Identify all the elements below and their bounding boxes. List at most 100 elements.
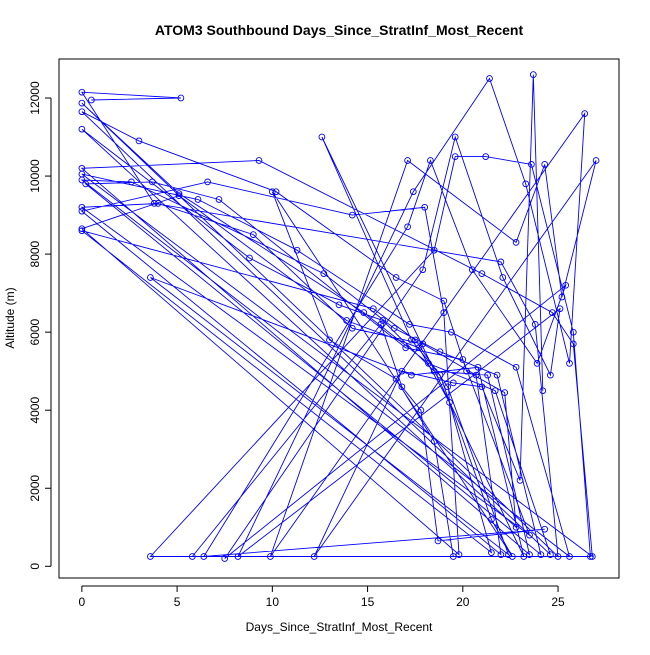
data-point xyxy=(421,203,429,211)
y-tick-label: 8000 xyxy=(28,240,42,267)
data-point xyxy=(267,553,274,560)
data-point xyxy=(415,344,423,352)
data-point xyxy=(200,553,208,560)
data-point xyxy=(343,317,350,324)
data-point xyxy=(430,367,438,375)
data-point xyxy=(398,383,406,391)
data-point xyxy=(293,246,301,254)
data-point xyxy=(486,75,493,82)
data-point xyxy=(505,551,512,558)
data-point xyxy=(175,192,183,199)
data-point xyxy=(558,293,566,301)
data-point xyxy=(531,321,539,328)
data-point xyxy=(448,328,455,336)
data-point xyxy=(392,375,400,383)
data-point xyxy=(204,178,211,186)
data-point xyxy=(234,553,242,560)
data-point xyxy=(449,553,457,560)
data-point xyxy=(78,88,86,96)
data-point xyxy=(360,309,368,316)
data-point xyxy=(547,371,554,379)
data-point xyxy=(588,553,596,560)
data-point xyxy=(478,383,486,391)
data-point xyxy=(78,225,86,233)
data-point xyxy=(512,523,520,531)
data-point xyxy=(526,551,533,558)
data-point xyxy=(377,321,385,328)
data-point xyxy=(188,553,196,560)
data-point xyxy=(335,301,343,309)
data-point xyxy=(484,371,491,379)
y-tick-label: 0 xyxy=(28,563,42,570)
y-tick-label: 6000 xyxy=(28,318,42,345)
series-line xyxy=(80,74,597,559)
data-point xyxy=(449,379,457,387)
data-point xyxy=(177,94,185,102)
data-point xyxy=(78,203,86,211)
data-point xyxy=(436,371,444,379)
data-point xyxy=(175,190,183,197)
data-point xyxy=(541,525,549,533)
data-point xyxy=(150,200,158,207)
data-point xyxy=(459,356,467,363)
data-point xyxy=(390,324,398,332)
data-point xyxy=(566,553,573,560)
data-point xyxy=(320,270,328,277)
data-point xyxy=(529,71,537,78)
data-point xyxy=(499,274,507,281)
data-point xyxy=(451,153,459,160)
data-point xyxy=(501,389,509,396)
data-point xyxy=(154,200,162,207)
data-point xyxy=(78,176,86,184)
data-point xyxy=(446,399,453,406)
y-tick-label: 2000 xyxy=(28,475,42,502)
data-point xyxy=(556,305,564,313)
data-point xyxy=(537,551,545,558)
data-point xyxy=(78,227,86,235)
data-point xyxy=(148,178,156,186)
data-point xyxy=(326,336,333,344)
data-point xyxy=(369,305,377,313)
data-point xyxy=(478,270,486,277)
data-point xyxy=(430,246,438,254)
data-point xyxy=(548,309,556,316)
data-point xyxy=(488,516,495,523)
data-point xyxy=(147,553,154,560)
data-point xyxy=(408,371,415,379)
data-point xyxy=(194,196,202,203)
data-point xyxy=(348,324,356,332)
data-point xyxy=(272,188,280,196)
data-point xyxy=(404,157,411,164)
x-tick-label: 0 xyxy=(79,595,86,609)
data-point xyxy=(427,157,434,164)
data-point xyxy=(474,363,482,371)
data-point xyxy=(434,537,442,545)
data-point xyxy=(318,133,326,141)
data-point xyxy=(379,317,387,324)
data-point xyxy=(215,196,223,203)
data-point xyxy=(541,161,549,168)
data-point xyxy=(419,266,427,274)
data-point xyxy=(444,383,451,391)
data-point xyxy=(455,551,463,558)
data-point xyxy=(520,553,528,560)
x-tick-label: 15 xyxy=(361,595,375,609)
data-point xyxy=(249,231,257,238)
data-point xyxy=(147,274,154,281)
data-point xyxy=(408,336,415,344)
data-point xyxy=(472,371,480,379)
data-point xyxy=(533,360,541,367)
data-point xyxy=(425,360,432,367)
x-tick-label: 25 xyxy=(551,595,565,609)
plot-frame xyxy=(58,58,620,579)
y-axis-label: Altitude (m) xyxy=(3,287,17,348)
data-point xyxy=(562,281,570,289)
data-point xyxy=(468,266,476,274)
data-point xyxy=(78,207,86,215)
data-point xyxy=(528,161,535,168)
x-tick-label: 20 xyxy=(456,595,470,609)
data-point xyxy=(569,328,577,336)
x-tick-label: 10 xyxy=(266,595,280,609)
